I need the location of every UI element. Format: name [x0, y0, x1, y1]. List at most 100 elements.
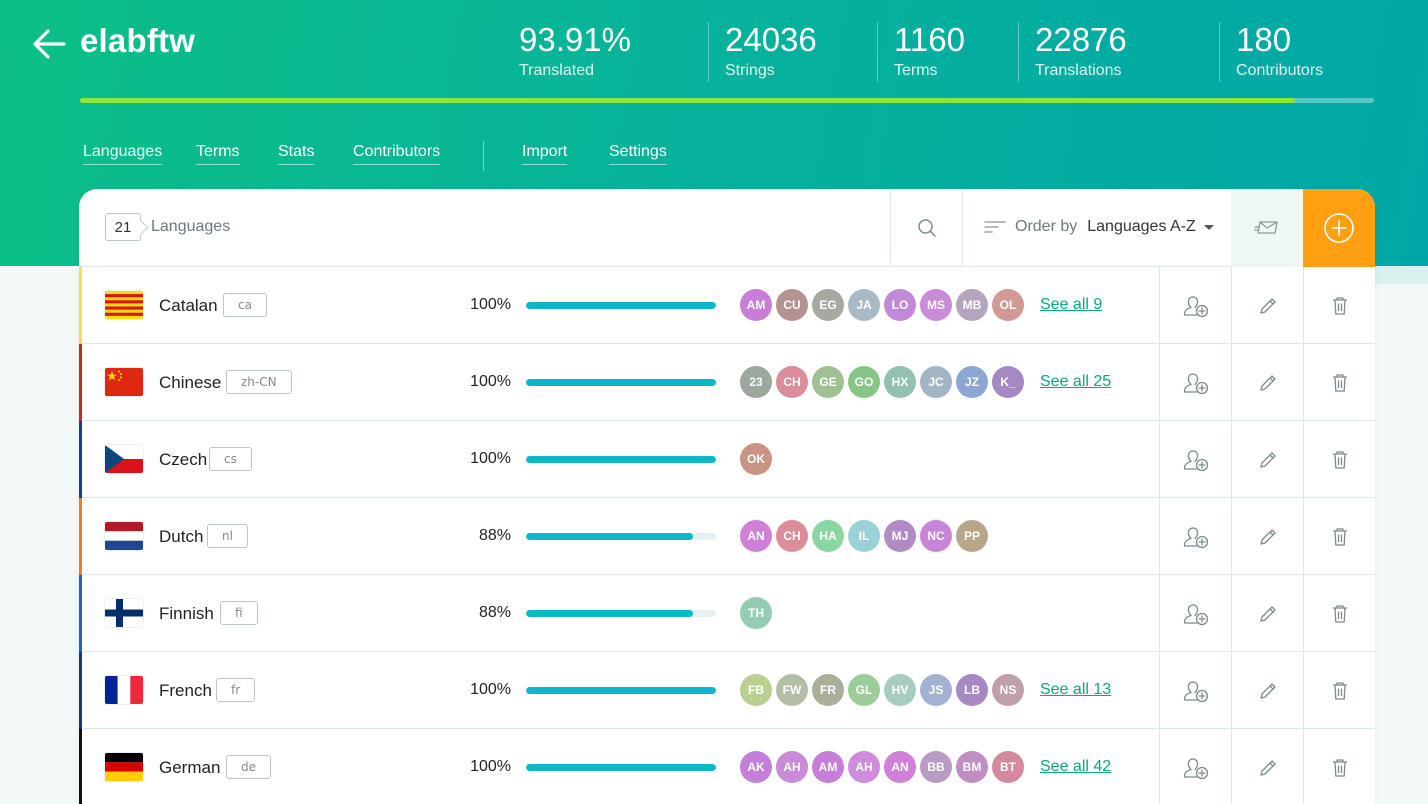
avatar[interactable]: BM	[956, 751, 988, 783]
language-count-badge: 21	[105, 213, 141, 241]
delete-language-button[interactable]	[1303, 498, 1375, 575]
see-all-contributors-link[interactable]: See all 42	[1040, 758, 1112, 775]
tab-stats[interactable]: Stats	[278, 143, 315, 165]
avatar[interactable]: AH	[776, 751, 808, 783]
avatar[interactable]: FB	[740, 674, 772, 706]
language-row[interactable]: German de 100% AK AH AM AH AN BB BM BT See all 42	[79, 729, 1375, 804]
avatar[interactable]: GL	[848, 674, 880, 706]
avatar[interactable]: JS	[920, 674, 952, 706]
delete-language-button[interactable]	[1303, 575, 1375, 652]
add-user-icon	[1182, 448, 1210, 472]
avatar[interactable]: MS	[920, 289, 952, 321]
nav-divider	[483, 141, 484, 171]
see-all-contributors-link[interactable]: See all 13	[1040, 681, 1112, 698]
language-name[interactable]: German	[159, 758, 221, 777]
avatar[interactable]: AN	[884, 751, 916, 783]
language-row[interactable]: Catalan ca 100% AM CU EG JA LO MS MB OL See all 9	[79, 267, 1375, 344]
language-row[interactable]: French fr 100% FB FW FR GL HV JS LB NS See all 13	[79, 652, 1375, 729]
assign-contributor-button[interactable]	[1159, 729, 1231, 804]
avatar[interactable]: JA	[848, 289, 880, 321]
language-name[interactable]: Chinese	[159, 373, 222, 392]
edit-language-button[interactable]	[1231, 652, 1303, 729]
avatar[interactable]: EG	[812, 289, 844, 321]
delete-language-button[interactable]	[1303, 421, 1375, 498]
avatar[interactable]: PP	[956, 520, 988, 552]
avatar[interactable]: JC	[920, 366, 952, 398]
avatar[interactable]: BT	[992, 751, 1024, 783]
avatar[interactable]: AH	[848, 751, 880, 783]
avatar[interactable]: AK	[740, 751, 772, 783]
delete-language-button[interactable]	[1303, 344, 1375, 421]
language-name[interactable]: Dutch	[159, 527, 204, 546]
avatar[interactable]: FR	[812, 674, 844, 706]
assign-contributor-button[interactable]	[1159, 652, 1231, 729]
avatar[interactable]: 23	[740, 366, 772, 398]
contributor-avatars: 23 CH GE GO HX JC JZ K_	[740, 366, 1028, 398]
avatar[interactable]: HX	[884, 366, 916, 398]
avatar[interactable]: IL	[848, 520, 880, 552]
avatar[interactable]: MJ	[884, 520, 916, 552]
avatar[interactable]: AN	[740, 520, 772, 552]
avatar[interactable]: LB	[956, 674, 988, 706]
edit-language-button[interactable]	[1231, 498, 1303, 575]
assign-contributor-button[interactable]	[1159, 421, 1231, 498]
avatar[interactable]: CH	[776, 520, 808, 552]
avatar[interactable]: OK	[740, 443, 772, 475]
avatar[interactable]: FW	[776, 674, 808, 706]
tab-settings[interactable]: Settings	[609, 143, 667, 165]
language-name[interactable]: Finnish	[159, 604, 214, 623]
avatar[interactable]: NC	[920, 520, 952, 552]
arrow-left-icon[interactable]	[32, 26, 68, 62]
pencil-icon	[1258, 296, 1278, 316]
see-all-contributors-link[interactable]: See all 25	[1040, 373, 1112, 390]
language-row[interactable]: Finnish fi 88% TH	[79, 575, 1375, 652]
import-button[interactable]	[1231, 189, 1303, 267]
add-user-icon	[1182, 602, 1210, 626]
avatar[interactable]: OL	[992, 289, 1024, 321]
stat-label: Contributors	[1236, 62, 1324, 79]
tab-terms[interactable]: Terms	[196, 143, 240, 165]
flag-germany-icon	[105, 753, 143, 781]
delete-language-button[interactable]	[1303, 652, 1375, 729]
edit-language-button[interactable]	[1231, 729, 1303, 804]
assign-contributor-button[interactable]	[1159, 575, 1231, 652]
edit-language-button[interactable]	[1231, 575, 1303, 652]
assign-contributor-button[interactable]	[1159, 344, 1231, 421]
avatar[interactable]: GE	[812, 366, 844, 398]
edit-language-button[interactable]	[1231, 344, 1303, 421]
avatar[interactable]: JZ	[956, 366, 988, 398]
assign-contributor-button[interactable]	[1159, 498, 1231, 575]
language-name[interactable]: Catalan	[159, 296, 218, 315]
assign-contributor-button[interactable]	[1159, 267, 1231, 344]
edit-language-button[interactable]	[1231, 267, 1303, 344]
order-by-dropdown[interactable]: Order by Languages A-Z	[983, 218, 1214, 236]
language-row[interactable]: Chinese zh-CN 100% 23 CH GE GO HX JC JZ K_ See all …	[79, 344, 1375, 421]
avatar[interactable]: HA	[812, 520, 844, 552]
delete-language-button[interactable]	[1303, 729, 1375, 804]
contributor-avatars: AN CH HA IL MJ NC PP	[740, 520, 992, 552]
avatar[interactable]: GO	[848, 366, 880, 398]
language-name[interactable]: Czech	[159, 450, 208, 469]
avatar[interactable]: CU	[776, 289, 808, 321]
avatar[interactable]: CH	[776, 366, 808, 398]
tab-languages[interactable]: Languages	[83, 143, 163, 165]
avatar[interactable]: AM	[812, 751, 844, 783]
language-row[interactable]: Czech cs 100% OK	[79, 421, 1375, 498]
search-button[interactable]	[891, 189, 963, 267]
avatar[interactable]: NS	[992, 674, 1024, 706]
avatar[interactable]: TH	[740, 597, 772, 629]
add-language-button[interactable]	[1303, 189, 1375, 267]
avatar[interactable]: K_	[992, 366, 1024, 398]
avatar[interactable]: BB	[920, 751, 952, 783]
avatar[interactable]: AM	[740, 289, 772, 321]
edit-language-button[interactable]	[1231, 421, 1303, 498]
tab-contributors[interactable]: Contributors	[353, 143, 441, 165]
avatar[interactable]: HV	[884, 674, 916, 706]
delete-language-button[interactable]	[1303, 267, 1375, 344]
tab-import[interactable]: Import	[522, 143, 568, 165]
avatar[interactable]: LO	[884, 289, 916, 321]
language-row[interactable]: Dutch nl 88% AN CH HA IL MJ NC PP	[79, 498, 1375, 575]
avatar[interactable]: MB	[956, 289, 988, 321]
language-name[interactable]: French	[159, 681, 212, 700]
see-all-contributors-link[interactable]: See all 9	[1040, 296, 1103, 313]
